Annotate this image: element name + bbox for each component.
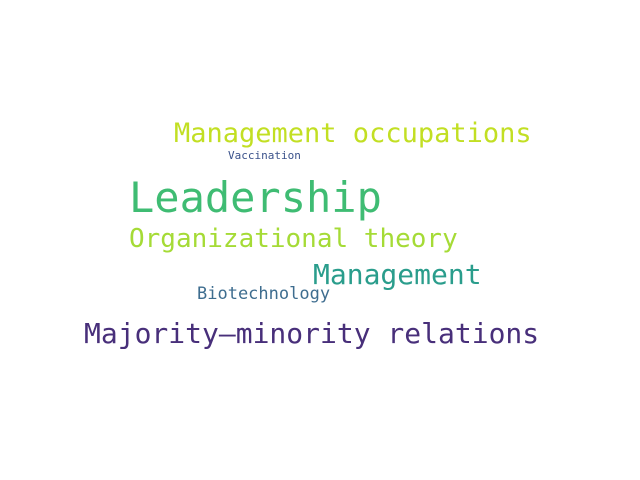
word-biotechnology: Biotechnology: [197, 284, 331, 304]
word-vaccination: Vaccination: [228, 149, 301, 162]
word-majority-minority-relations: Majority–minority relations: [84, 317, 540, 350]
word-management-occupations: Management occupations: [174, 118, 532, 149]
word-organizational-theory: Organizational theory: [129, 224, 458, 254]
word-leadership: Leadership: [129, 173, 382, 222]
word-management: Management: [313, 258, 482, 291]
